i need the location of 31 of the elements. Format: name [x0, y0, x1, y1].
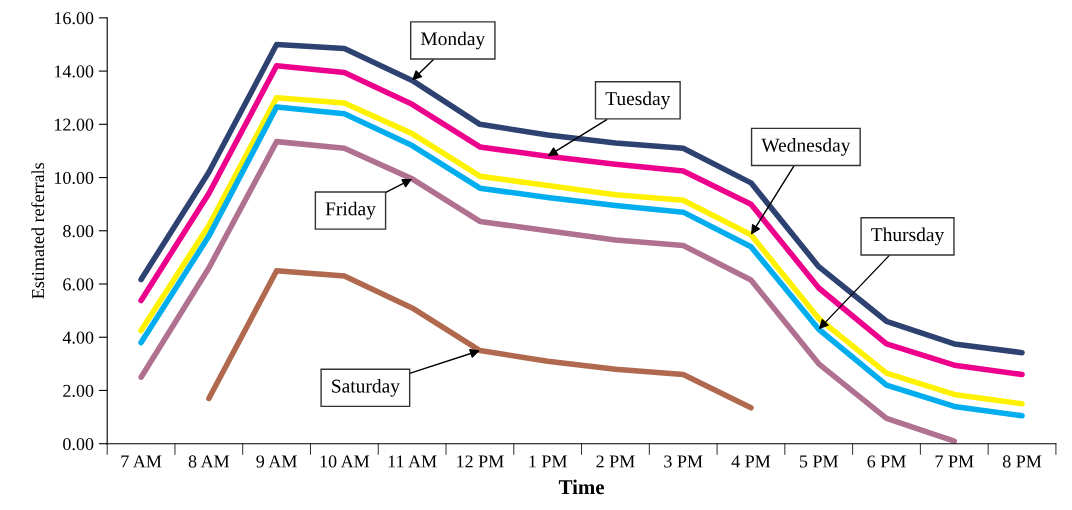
- x-tick-label: 2 PM: [596, 455, 635, 468]
- annotation: Wednesday: [761, 138, 851, 156]
- x-tick-label: 1 PM: [529, 455, 567, 468]
- annotation: Thursday: [871, 227, 945, 246]
- x-tick-label: 6 PM: [867, 455, 906, 468]
- x-tick-label: 4 PM: [731, 455, 771, 468]
- annotation: Monday: [420, 31, 486, 50]
- x-tick-label: 11 AM: [388, 455, 437, 468]
- x-tick-label: 8 AM: [188, 455, 230, 468]
- x-tick-label: 7 AM: [121, 455, 162, 468]
- annotation: Saturday: [332, 378, 400, 397]
- y-tick-label: 4.00: [62, 331, 94, 344]
- annotation: Tuesday: [605, 91, 671, 110]
- y-tick-label: 10.00: [54, 171, 94, 185]
- x-tick-label: 12 PM: [457, 455, 504, 468]
- y-tick-label: 16.00: [54, 12, 94, 25]
- x-tick-label: 9 AM: [256, 455, 297, 468]
- x-tick-label: 8 PM: [1002, 455, 1042, 468]
- y-tick-label: 8.00: [63, 225, 94, 238]
- y-tick-label: 0.00: [63, 437, 94, 451]
- x-tick-label: 3 PM: [664, 455, 703, 468]
- y-axis-title: Estimated referrals: [31, 163, 45, 299]
- y-tick-label: 12.00: [54, 118, 94, 131]
- y-tick-label: 2.00: [63, 384, 94, 397]
- x-tick-label: 10 AM: [320, 455, 370, 468]
- x-tick-label: 7 PM: [935, 455, 974, 468]
- annotation: Friday: [325, 201, 376, 220]
- x-tick-label: 5 PM: [799, 455, 839, 468]
- y-tick-label: 14.00: [54, 65, 94, 78]
- x-axis-title: Time: [558, 479, 604, 495]
- y-tick-label: 6.00: [63, 278, 94, 291]
